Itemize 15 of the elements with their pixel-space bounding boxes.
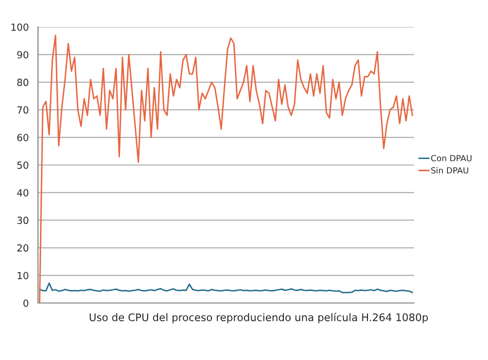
text: Uso de CPU del proceso reproduciendo una película H.264 1080p — [90, 312, 428, 324]
y-tick-label: 70 — [17, 106, 28, 114]
y-tick-label: 60 — [17, 134, 28, 142]
y-tick-label: 80 — [17, 78, 28, 86]
y-tick-label: 50 — [17, 161, 28, 169]
legend-label: Sin DPAU — [431, 167, 468, 174]
legend-label: Con DPAU — [431, 155, 472, 162]
y-tick-label: 10 — [18, 272, 28, 280]
y-tick-label: 20 — [17, 244, 28, 252]
y-tick-label: 40 — [17, 189, 28, 196]
y-tick-label: 30 — [17, 216, 28, 224]
y-tick-label: 90 — [17, 51, 28, 58]
y-tick-label: 0 — [23, 299, 28, 307]
line-series — [38, 282, 414, 294]
y-tick-label: 100 — [11, 23, 28, 31]
